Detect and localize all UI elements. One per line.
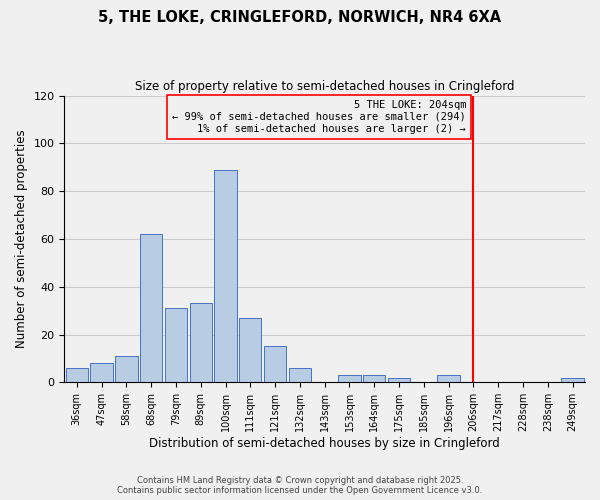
Bar [190, 304, 212, 382]
Title: Size of property relative to semi-detached houses in Cringleford: Size of property relative to semi-detach… [135, 80, 514, 93]
Bar [214, 170, 236, 382]
Bar [437, 375, 460, 382]
Bar [289, 368, 311, 382]
Bar [562, 378, 584, 382]
Bar [264, 346, 286, 382]
Bar [363, 375, 385, 382]
Text: 5, THE LOKE, CRINGLEFORD, NORWICH, NR4 6XA: 5, THE LOKE, CRINGLEFORD, NORWICH, NR4 6… [98, 10, 502, 25]
Bar [165, 308, 187, 382]
Bar [115, 356, 137, 382]
Y-axis label: Number of semi-detached properties: Number of semi-detached properties [15, 130, 28, 348]
Text: Contains HM Land Registry data © Crown copyright and database right 2025.
Contai: Contains HM Land Registry data © Crown c… [118, 476, 482, 495]
Bar [338, 375, 361, 382]
X-axis label: Distribution of semi-detached houses by size in Cringleford: Distribution of semi-detached houses by … [149, 437, 500, 450]
Bar [239, 318, 262, 382]
Bar [65, 368, 88, 382]
Bar [91, 363, 113, 382]
Text: 5 THE LOKE: 204sqm
← 99% of semi-detached houses are smaller (294)
1% of semi-de: 5 THE LOKE: 204sqm ← 99% of semi-detache… [172, 100, 466, 134]
Bar [140, 234, 163, 382]
Bar [388, 378, 410, 382]
